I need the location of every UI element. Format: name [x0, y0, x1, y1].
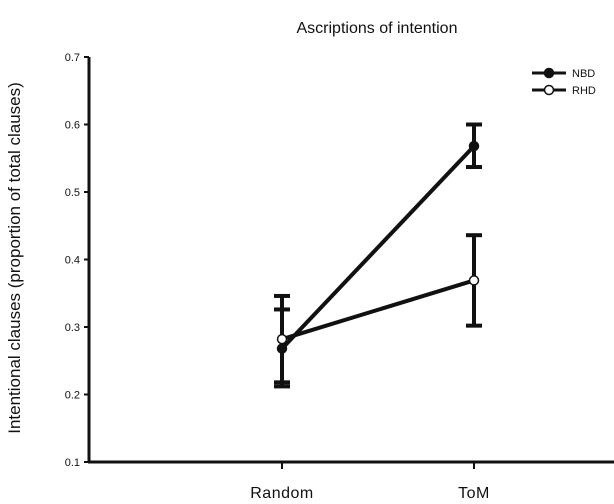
series-line-rhd: [281, 278, 475, 342]
y-tick-label: 0.3: [65, 322, 80, 334]
y-tick-label: 0.5: [65, 187, 80, 199]
y-tick-label: 0.1: [65, 457, 80, 469]
legend-marker-nbd: [543, 67, 555, 79]
series-group: [274, 122, 482, 389]
y-axis-label: Intentional clauses (proportion of total…: [5, 82, 24, 434]
x-tick-label: ToM: [458, 485, 490, 502]
data-point-rhd: [276, 333, 288, 345]
data-point-nbd: [276, 343, 288, 354]
y-ticks: 0.1 0.2 0.3 0.4 0.5 0.6 0.7: [65, 52, 89, 469]
x-tick-label: Random: [250, 485, 313, 502]
legend-label-nbd: NBD: [572, 68, 595, 80]
y-tick-label: 0.2: [65, 390, 80, 402]
y-tick-label: 0.6: [65, 120, 80, 132]
series-line-nbd: [280, 144, 476, 350]
chart-title: Ascriptions of intention: [297, 20, 458, 37]
legend: NBD RHD: [532, 67, 596, 97]
legend-marker-rhd: [543, 84, 555, 96]
data-point-nbd: [468, 140, 480, 152]
legend-label-rhd: RHD: [572, 85, 596, 97]
data-point-rhd: [468, 275, 480, 286]
axes: [87, 57, 614, 464]
y-tick-label: 0.4: [65, 255, 80, 267]
y-tick-label: 0.7: [65, 52, 80, 64]
x-ticks: Random ToM: [250, 462, 490, 502]
